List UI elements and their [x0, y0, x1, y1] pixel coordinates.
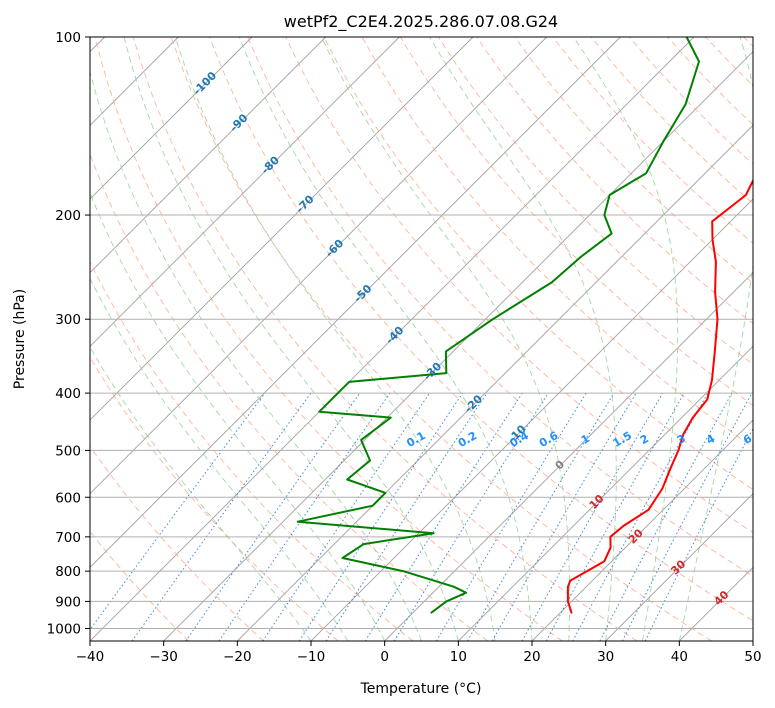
- isotherm-line: [90, 37, 400, 347]
- dry-adiabat-line: [209, 37, 753, 622]
- dry-adiabat-line: [247, 37, 753, 577]
- mixing-ratio-line: [325, 392, 488, 641]
- x-axis-label: Temperature (°C): [360, 681, 482, 697]
- mixing-ratio-line: [491, 392, 637, 641]
- y-tick-label: 400: [55, 386, 81, 402]
- y-tick-label: 1000: [47, 621, 81, 637]
- isotherm-line: [90, 37, 547, 495]
- temperature-line: [566, 178, 753, 614]
- x-tick-label: 10: [450, 649, 467, 665]
- dry-adiabat-line: [170, 37, 712, 641]
- y-tick-label: 800: [55, 564, 81, 580]
- moist-adiabat-line: [429, 37, 617, 641]
- x-tick-label: 20: [523, 649, 540, 665]
- y-tick-label: 100: [55, 30, 81, 46]
- dry-adiabat-line: [90, 356, 339, 641]
- isotherm-line: [458, 345, 753, 641]
- x-tick-label: −20: [223, 649, 252, 665]
- dry-adiabat-line: [94, 37, 563, 641]
- x-tick-label: 30: [597, 649, 614, 665]
- mixing-ratio-label: 6: [741, 432, 754, 447]
- y-tick-label: 200: [55, 208, 81, 224]
- dry-adiabat-line: [132, 37, 638, 641]
- moist-adiabat-line: [238, 37, 533, 641]
- x-tick-label: −40: [76, 649, 105, 665]
- y-tick-label: 900: [55, 594, 81, 610]
- dewpoint-series: [296, 37, 700, 614]
- mixing-ratio-line: [467, 392, 615, 641]
- mixing-ratio-line: [393, 392, 549, 641]
- mixing-ratio-line: [521, 392, 664, 641]
- mixing-ratio-line: [262, 392, 431, 641]
- moist-adiabat-line: [90, 191, 386, 641]
- dry-adiabat-line: [514, 37, 753, 284]
- x-tick-label: −30: [149, 649, 178, 665]
- dry-adiabat-line: [323, 37, 753, 491]
- moist-adiabat-line: [174, 37, 496, 641]
- x-tick-label: 50: [744, 649, 761, 665]
- x-tick-label: −10: [297, 649, 326, 665]
- temperature-series: [566, 178, 753, 614]
- y-tick-label: 500: [55, 443, 81, 459]
- dry-adiabat-line: [90, 445, 264, 641]
- y-axis: 100 200 300 400 500 600 700 800 900 1000: [47, 30, 90, 637]
- dry-adiabat-line: [476, 37, 753, 325]
- moist-adiabat-line: [123, 37, 459, 641]
- series-layer: [296, 37, 753, 614]
- moist-adiabat-line: [573, 37, 679, 641]
- y-tick-label: 300: [55, 312, 81, 328]
- isotherm-line: [605, 493, 753, 641]
- plot-frame: [89, 36, 754, 642]
- x-axis: −40 −30 −20 −10 0 10 20 30 40 50: [76, 641, 762, 665]
- chart-title: wetPf2_C2E4.2025.286.07.08.G24: [284, 12, 558, 32]
- mixing-ratio-line: [545, 392, 685, 641]
- isotherm-line: [384, 272, 753, 641]
- x-tick-label: 0: [380, 649, 389, 665]
- isotherm-line: [90, 37, 326, 274]
- isotherm-line: [90, 37, 695, 641]
- dewpoint-line: [296, 37, 700, 614]
- isotherm-line: [531, 419, 753, 641]
- mixing-ratio-line: [644, 427, 753, 641]
- isotherm-line: [90, 37, 253, 200]
- isotherm-line: [90, 37, 621, 568]
- y-axis-label: Pressure (hPa): [12, 289, 28, 389]
- mixing-ratio-line: [131, 392, 312, 641]
- moist-adiabat-line: [90, 346, 312, 641]
- y-tick-label: 700: [55, 530, 81, 546]
- moist-adiabat-line: [678, 37, 753, 641]
- isotherm-line: [90, 37, 474, 421]
- moist-adiabat-line: [321, 37, 571, 641]
- mixing-ratio-line: [364, 392, 523, 641]
- background-lines: [90, 37, 753, 641]
- mixing-ratio-line: [435, 392, 587, 641]
- y-tick-label: 600: [55, 490, 81, 506]
- moist-adiabat-line: [90, 69, 422, 641]
- dry-adiabat-line: [90, 260, 414, 641]
- moist-adiabat-line: [90, 277, 349, 641]
- x-tick-label: 40: [671, 649, 688, 665]
- pressure-grid: [90, 37, 753, 629]
- dry-adiabat-line: [285, 37, 753, 534]
- isotherm-line: [237, 124, 753, 641]
